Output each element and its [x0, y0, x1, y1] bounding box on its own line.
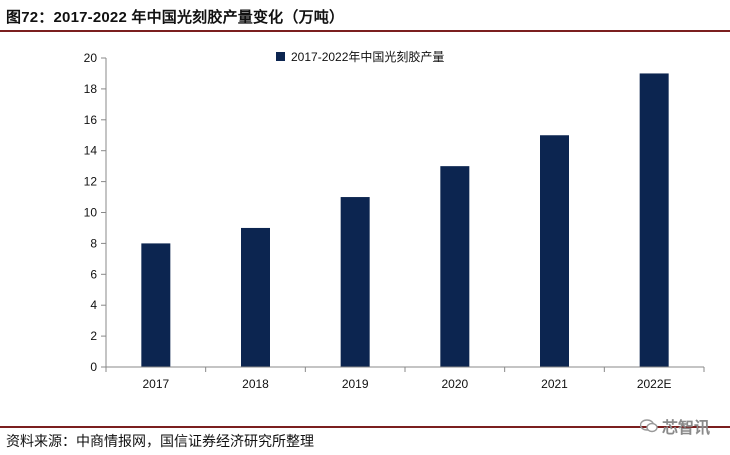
x-tick-label: 2022E: [637, 377, 672, 391]
bar: [540, 135, 569, 367]
y-tick-label: 0: [90, 360, 97, 374]
bar-chart: 2017-2022年中国光刻胶产量 0 2 4 6 8 10 12 14 16 18 20 2017…: [84, 49, 705, 391]
bar: [639, 73, 669, 367]
y-tick-label: 12: [84, 175, 98, 189]
x-tick-label: 2017: [142, 377, 169, 391]
legend: 2017-2022年中国光刻胶产量: [276, 49, 444, 64]
y-tick-label: 2: [90, 329, 97, 343]
bars: [141, 73, 669, 367]
chart-area: 2017-2022年中国光刻胶产量 0 2 4 6 8 10 12 14 16 18 20 2017…: [0, 32, 730, 424]
legend-label: 2017-2022年中国光刻胶产量: [291, 49, 444, 64]
figure-title: 图72：2017-2022 年中国光刻胶产量变化（万吨）: [6, 9, 345, 26]
x-tick-label: 2018: [242, 377, 269, 391]
legend-swatch: [276, 52, 285, 61]
x-tick-label: 2021: [541, 377, 568, 391]
watermark-text: 芯智讯: [661, 420, 710, 437]
y-tick-label: 18: [84, 82, 98, 96]
source-note: 资料来源：中商情报网，国信证券经济研究所整理: [6, 433, 314, 449]
watermark: 芯智讯: [639, 414, 710, 438]
bar: [440, 166, 470, 367]
y-axis: 0 2 4 6 8 10 12 14 16 18 20: [84, 51, 107, 374]
bar: [340, 197, 370, 367]
title-rule: [0, 30, 730, 32]
y-tick-label: 4: [90, 298, 97, 312]
y-tick-label: 14: [84, 144, 98, 158]
bar: [241, 227, 270, 367]
x-axis: 2017 2018 2019 2020 2021 2022E: [105, 366, 705, 391]
source-rule: [0, 426, 730, 428]
x-tick-label: 2019: [342, 377, 369, 391]
y-tick-label: 10: [84, 206, 98, 220]
y-tick-label: 8: [90, 236, 97, 250]
x-tick-label: 2020: [441, 377, 468, 391]
y-tick-label: 6: [90, 267, 97, 281]
bar: [141, 243, 171, 367]
y-tick-label: 20: [84, 51, 98, 65]
wechat-icon: [639, 419, 658, 433]
y-tick-label: 16: [84, 113, 98, 127]
